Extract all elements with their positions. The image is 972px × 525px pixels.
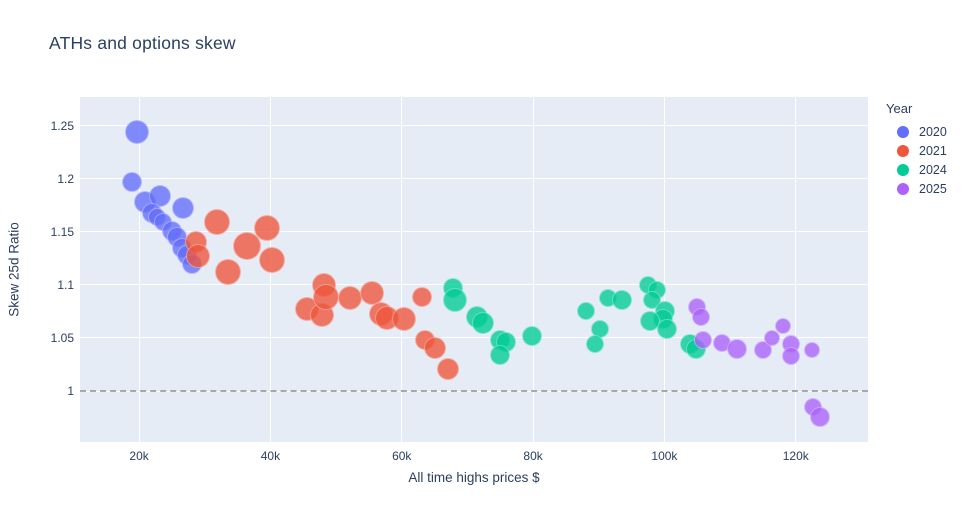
y-axis-title: Skew 25d Ratio xyxy=(6,222,22,317)
reference-line xyxy=(80,390,868,393)
legend-marker-icon xyxy=(897,163,909,176)
scatter-point-2025[interactable] xyxy=(781,347,800,365)
scatter-point-2024[interactable] xyxy=(585,335,604,354)
x-gridline xyxy=(401,97,403,442)
scatter-point-2021[interactable] xyxy=(259,247,286,274)
scatter-point-2020[interactable] xyxy=(125,120,150,145)
legend: Year 2020 2021 2024 2025 xyxy=(884,101,947,198)
scatter-point-2024[interactable] xyxy=(521,325,542,346)
scatter-point-2021[interactable] xyxy=(312,283,339,310)
scatter-point-2024[interactable] xyxy=(490,344,511,365)
x-axis-title: All time highs prices $ xyxy=(408,470,540,485)
scatter-point-2020[interactable] xyxy=(121,171,142,192)
scatter-point-2021[interactable] xyxy=(391,306,416,331)
legend-item-2021[interactable]: 2021 xyxy=(884,141,947,160)
x-tick-label: 120k xyxy=(782,449,809,463)
scatter-point-2021[interactable] xyxy=(337,285,362,310)
y-tick-label: 1.05 xyxy=(50,330,74,345)
x-tick-label: 80k xyxy=(523,449,543,463)
legend-item-label: 2025 xyxy=(919,181,947,196)
y-gridline xyxy=(80,284,868,286)
legend-marker-icon xyxy=(897,125,909,138)
scatter-point-2021[interactable] xyxy=(215,259,242,286)
legend-item-2024[interactable]: 2024 xyxy=(884,160,947,179)
y-tick-label: 1 xyxy=(67,384,74,399)
x-tick-label: 60k xyxy=(392,449,412,463)
scatter-point-2020[interactable] xyxy=(172,197,195,220)
legend-item-label: 2021 xyxy=(919,143,947,158)
chart-title: ATHs and options skew xyxy=(49,33,236,53)
legend-item-label: 2020 xyxy=(919,124,947,139)
legend-marker-icon xyxy=(897,144,909,157)
y-tick-label: 1.1 xyxy=(57,277,74,292)
scatter-point-2025[interactable] xyxy=(804,341,821,358)
x-gridline xyxy=(138,97,140,442)
x-gridline xyxy=(795,97,797,442)
scatter-point-2024[interactable] xyxy=(577,302,596,321)
legend-item-2020[interactable]: 2020 xyxy=(884,122,947,141)
scatter-point-2025[interactable] xyxy=(810,406,831,427)
scatter-point-2025[interactable] xyxy=(764,329,781,346)
legend-title: Year xyxy=(886,101,913,116)
x-tick-label: 100k xyxy=(651,449,678,463)
y-gridline xyxy=(80,125,868,127)
scatter-point-2024[interactable] xyxy=(442,287,467,312)
scatter-point-2021[interactable] xyxy=(424,336,447,359)
scatter-point-2024[interactable] xyxy=(657,319,678,340)
y-gridline xyxy=(80,337,868,339)
scatter-point-2021[interactable] xyxy=(254,214,281,241)
y-gridline xyxy=(80,231,868,233)
scatter-point-2025[interactable] xyxy=(775,318,792,335)
y-tick-label: 1.15 xyxy=(50,224,74,239)
legend-item-2025[interactable]: 2025 xyxy=(884,179,947,198)
plot-area xyxy=(80,97,868,442)
scatter-point-2025[interactable] xyxy=(694,331,713,350)
scatter-point-2021[interactable] xyxy=(412,286,433,307)
x-gridline xyxy=(532,97,534,442)
y-gridline xyxy=(80,178,868,180)
x-tick-label: 40k xyxy=(260,449,281,463)
scatter-point-2021[interactable] xyxy=(186,244,211,269)
x-gridline xyxy=(663,97,665,442)
scatter-point-2021[interactable] xyxy=(204,209,231,236)
scatter-point-2024[interactable] xyxy=(471,312,494,335)
y-tick-label: 1.25 xyxy=(50,118,74,133)
legend-item-label: 2024 xyxy=(919,162,947,177)
scatter-point-2025[interactable] xyxy=(726,338,747,359)
legend-marker-icon xyxy=(897,182,909,195)
x-tick-label: 20k xyxy=(129,449,149,463)
y-tick-label: 1.2 xyxy=(57,171,74,186)
scatter-point-2024[interactable] xyxy=(611,289,632,310)
scatter-point-2021[interactable] xyxy=(437,357,460,380)
scatter-point-2025[interactable] xyxy=(691,307,710,326)
